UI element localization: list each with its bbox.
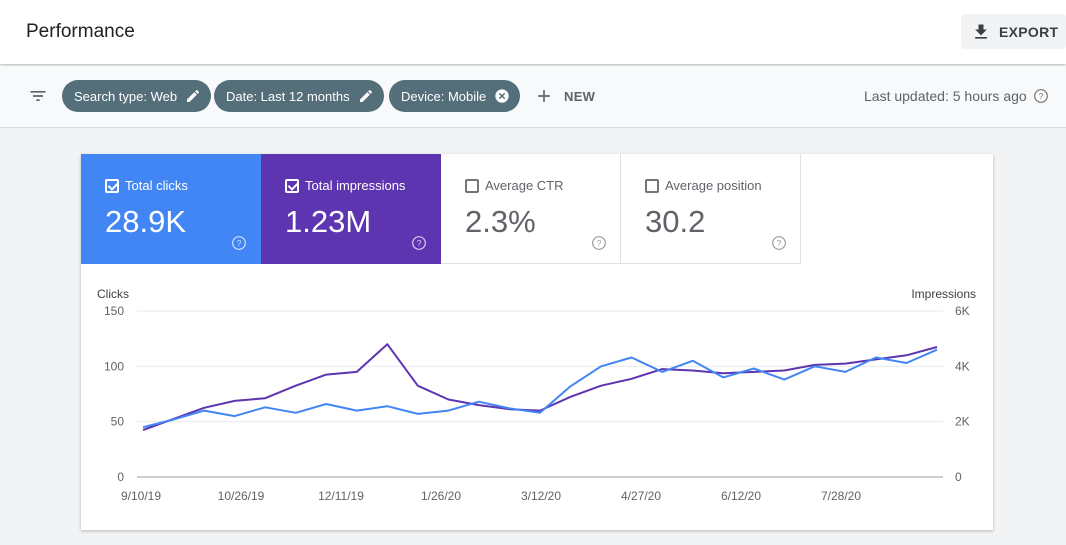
help-icon[interactable]: ? xyxy=(771,235,787,251)
page-header: Performance EXPORT xyxy=(0,0,1066,64)
filter-chip-date[interactable]: Date: Last 12 months xyxy=(214,80,384,112)
metric-value: 2.3% xyxy=(465,204,536,239)
metric-tile-total-clicks[interactable]: Total clicks 28.9K ? xyxy=(81,154,261,264)
metric-header: Average position xyxy=(645,178,762,193)
download-icon xyxy=(975,24,987,39)
metric-label: Total impressions xyxy=(305,178,406,193)
chip-label: Date: Last 12 months xyxy=(226,88,350,104)
right-tick-label: 0 xyxy=(955,470,962,484)
x-tick-label: 10/26/19 xyxy=(218,489,265,503)
edit-pencil-icon[interactable] xyxy=(185,88,201,104)
metric-tile-total-impressions[interactable]: Total impressions 1.23M ? xyxy=(261,154,441,264)
metric-header: Average CTR xyxy=(465,178,564,193)
help-icon[interactable]: ? xyxy=(1033,88,1049,104)
performance-card: Total clicks 28.9K ? Total impressions 1… xyxy=(81,154,993,530)
left-tick-label: 150 xyxy=(104,304,124,318)
last-updated: Last updated: 5 hours ago ? xyxy=(864,88,1049,104)
checkbox-checked[interactable] xyxy=(105,178,119,193)
right-tick-label: 6K xyxy=(955,304,970,318)
svg-text:?: ? xyxy=(597,238,602,248)
x-tick-label: 6/12/20 xyxy=(721,489,761,503)
metric-value: 30.2 xyxy=(645,204,706,239)
right-tick-label: 4K xyxy=(955,359,970,373)
left-tick-label: 100 xyxy=(104,359,124,373)
help-icon[interactable]: ? xyxy=(411,235,427,251)
metric-label: Average position xyxy=(665,178,762,193)
right-axis-title: Impressions xyxy=(911,287,976,301)
right-tick-label: 2K xyxy=(955,415,970,429)
performance-chart[interactable]: Clicks Impressions 0 50 100 150 0 2K 4K 6K 9/10/19… xyxy=(81,264,993,530)
plus-icon xyxy=(538,90,550,102)
new-filter-button[interactable]: NEW xyxy=(534,86,595,106)
remove-circle-icon[interactable] xyxy=(494,88,510,104)
checkbox-unchecked[interactable] xyxy=(645,178,659,193)
edit-pencil-icon[interactable] xyxy=(358,88,374,104)
left-axis-title: Clicks xyxy=(97,287,129,301)
filter-bar: Search type: Web Date: Last 12 months De… xyxy=(0,66,1066,128)
x-tick-label: 9/10/19 xyxy=(121,489,161,503)
export-label: EXPORT xyxy=(999,23,1059,40)
clicks-series-line xyxy=(142,348,938,429)
filter-icon[interactable] xyxy=(28,86,48,106)
metric-value: 28.9K xyxy=(105,204,187,239)
metric-header: Total impressions xyxy=(285,178,405,193)
checkbox-checked[interactable] xyxy=(285,178,299,193)
svg-text:?: ? xyxy=(237,238,242,248)
left-tick-label: 0 xyxy=(117,470,124,484)
x-tick-label: 4/27/20 xyxy=(621,489,661,503)
metric-label: Total clicks xyxy=(125,178,188,193)
help-icon[interactable]: ? xyxy=(591,235,607,251)
filter-chip-device[interactable]: Device: Mobile xyxy=(389,80,521,112)
x-tick-label: 1/26/20 xyxy=(421,489,461,503)
export-button[interactable]: EXPORT xyxy=(961,14,1066,49)
metric-tile-average-position[interactable]: Average position 30.2 ? xyxy=(621,154,801,264)
svg-text:?: ? xyxy=(1038,91,1043,101)
filter-chip-search-type[interactable]: Search type: Web xyxy=(62,80,212,112)
metric-value: 1.23M xyxy=(285,204,372,239)
chip-label: Search type: Web xyxy=(74,88,178,104)
x-tick-label: 3/12/20 xyxy=(521,489,561,503)
x-tick-label: 12/11/19 xyxy=(318,489,364,503)
page-title: Performance xyxy=(26,21,135,42)
impressions-series-line xyxy=(142,343,938,431)
last-updated-text: Last updated: 5 hours ago xyxy=(864,88,1027,104)
svg-text:?: ? xyxy=(417,238,422,248)
chip-label: Device: Mobile xyxy=(401,88,487,104)
metric-header: Total clicks xyxy=(105,178,188,193)
checkbox-unchecked[interactable] xyxy=(465,178,479,193)
svg-text:?: ? xyxy=(777,238,782,248)
help-icon[interactable]: ? xyxy=(231,235,247,251)
new-filter-label: NEW xyxy=(564,88,596,104)
left-tick-label: 50 xyxy=(111,415,125,429)
metric-tile-average-ctr[interactable]: Average CTR 2.3% ? xyxy=(441,154,621,264)
metric-label: Average CTR xyxy=(485,178,564,193)
x-tick-label: 7/28/20 xyxy=(821,489,861,503)
